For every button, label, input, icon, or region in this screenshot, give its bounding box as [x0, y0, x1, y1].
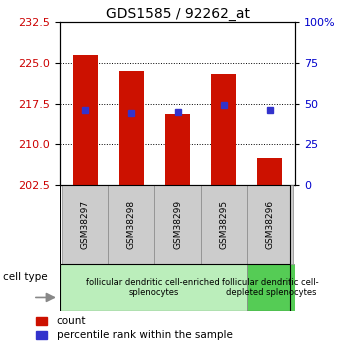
Text: GSM38298: GSM38298: [127, 200, 136, 249]
Text: GSM38297: GSM38297: [81, 200, 90, 249]
Bar: [201, 185, 247, 264]
Text: count: count: [57, 316, 86, 326]
Bar: [247, 185, 293, 264]
Bar: [211, 74, 236, 185]
Bar: [165, 114, 190, 185]
Text: follicular dendritic cell-
depleted splenocytes: follicular dendritic cell- depleted sple…: [223, 277, 319, 297]
Bar: [36, 331, 47, 339]
Bar: [108, 185, 154, 264]
Text: GSM38296: GSM38296: [265, 200, 274, 249]
Text: percentile rank within the sample: percentile rank within the sample: [57, 330, 233, 339]
Bar: [36, 317, 47, 325]
Text: GSM38299: GSM38299: [173, 200, 182, 249]
Bar: [62, 185, 108, 264]
Title: GDS1585 / 92262_at: GDS1585 / 92262_at: [106, 7, 249, 21]
Bar: [73, 55, 98, 185]
Bar: [247, 264, 295, 310]
Bar: [154, 185, 201, 264]
Bar: [60, 264, 247, 310]
Bar: [257, 158, 282, 185]
Text: cell type: cell type: [3, 272, 48, 282]
Text: GSM38295: GSM38295: [219, 200, 228, 249]
Bar: [119, 71, 144, 185]
Text: follicular dendritic cell-enriched
splenocytes: follicular dendritic cell-enriched splen…: [86, 277, 220, 297]
